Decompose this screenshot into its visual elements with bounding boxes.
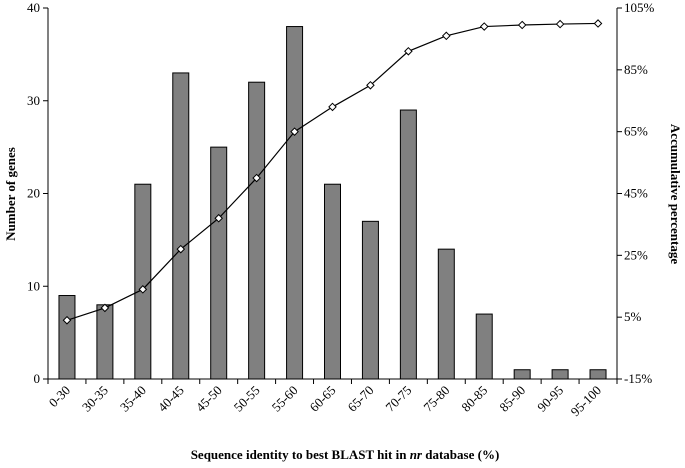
x-tick-label-45-50: 45-50: [193, 383, 225, 415]
x-axis-title-post: database (%): [422, 447, 499, 462]
bar-90-95: [551, 369, 569, 380]
bars: [58, 26, 607, 380]
y-axis-title: Number of genes: [3, 147, 18, 241]
y2-axis-title: Accumulative percentage: [668, 124, 683, 264]
line-point-95-100: [593, 19, 603, 28]
line-point-30-35: [100, 303, 110, 313]
line-point-75-80: [441, 31, 451, 41]
accumulative-line: [62, 19, 603, 325]
line-point-55-60: [290, 127, 299, 136]
x-tick-label-70-75: 70-75: [382, 383, 414, 415]
line-point-50-55: [252, 173, 261, 183]
line-point-80-85: [479, 22, 489, 31]
bar-95-100: [589, 369, 607, 380]
x-tick-label-30-35: 30-35: [79, 383, 111, 415]
line-point-0-30: [62, 315, 72, 325]
x-axis-title: Sequence identity to best BLAST hit in n…: [191, 447, 500, 462]
x-tick-label-90-95: 90-95: [534, 383, 566, 415]
bar-30-35: [96, 304, 114, 380]
x-tick-label-40-45: 40-45: [155, 383, 187, 415]
y2-tick-label-5: 5%: [624, 309, 642, 324]
y-tick-label-40: 40: [27, 0, 40, 15]
line-point-45-50: [214, 213, 224, 223]
bar-45-50: [210, 146, 228, 380]
y-tick-label-20: 20: [27, 186, 40, 201]
x-tick-label-75-80: 75-80: [420, 383, 452, 415]
bar-55-60: [286, 26, 304, 380]
bar-50-55: [248, 81, 266, 380]
bar-65-70: [361, 220, 379, 380]
bar-40-45: [172, 72, 190, 380]
line-point-35-40: [138, 285, 148, 294]
y2-tick-label-85: 85%: [624, 62, 648, 77]
bar-35-40: [134, 183, 152, 380]
x-tick-label-80-85: 80-85: [458, 383, 490, 415]
x-tick-label-0-30: 0-30: [46, 383, 73, 410]
line-point-70-75: [404, 46, 413, 56]
x-tick-label-60-65: 60-65: [307, 383, 339, 415]
x-tick-label-65-70: 65-70: [344, 383, 376, 415]
x-tick-label-95-100: 95-100: [567, 383, 604, 420]
y2-tick-label-45: 45%: [624, 186, 648, 201]
bar-0-30: [58, 295, 76, 380]
bar-80-85: [475, 313, 493, 380]
y2-tick-label-65: 65%: [624, 124, 648, 139]
y2-tick-label-105: 105%: [624, 0, 655, 15]
line-point-40-45: [176, 244, 186, 254]
line-point-60-65: [328, 102, 337, 112]
y2-tick-label--15: -15%: [624, 371, 652, 386]
bar-85-90: [513, 369, 531, 380]
y-tick-label-0: 0: [34, 371, 41, 386]
y-tick-label-30: 30: [27, 93, 40, 108]
x-axis-title-italic: nr: [410, 447, 423, 462]
bar-70-75: [399, 109, 417, 380]
line-point-85-90: [517, 20, 527, 30]
line-point-90-95: [555, 19, 565, 29]
bar-75-80: [437, 248, 455, 380]
x-tick-label-50-55: 50-55: [231, 383, 263, 415]
x-tick-label-55-60: 55-60: [269, 383, 301, 415]
y-tick-label-10: 10: [27, 278, 40, 293]
x-tick-label-35-40: 35-40: [117, 383, 149, 415]
x-tick-label-85-90: 85-90: [496, 383, 528, 415]
x-axis-title-pre: Sequence identity to best BLAST hit in: [191, 447, 410, 462]
line-point-65-70: [366, 80, 375, 90]
bar-60-65: [324, 183, 341, 380]
y2-tick-label-25: 25%: [624, 247, 648, 262]
